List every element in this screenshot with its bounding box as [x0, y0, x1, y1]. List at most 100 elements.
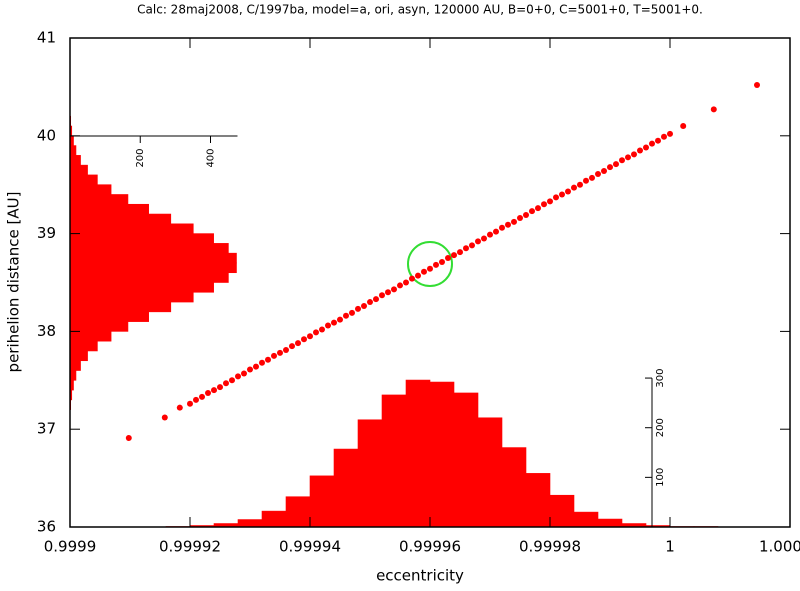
histogram-bar — [574, 512, 598, 527]
scatter-point — [229, 377, 235, 383]
x-axis-label: eccentricity — [376, 567, 464, 585]
scatter-point — [511, 219, 517, 225]
scatter-point — [126, 435, 132, 441]
scatter-point — [577, 182, 583, 188]
y-tick-label: 36 — [37, 518, 56, 536]
histogram-bar — [454, 393, 478, 527]
histogram-bar — [70, 234, 214, 244]
scatter-point — [607, 164, 613, 170]
scatter-point — [427, 266, 433, 272]
scatter-point — [289, 343, 295, 349]
scatter-point — [313, 329, 319, 335]
scatter-point — [541, 201, 547, 207]
scatter-point — [463, 245, 469, 251]
x-tick-label: 1 — [665, 538, 675, 556]
scatter-point — [241, 370, 247, 376]
x-tick-label: 1.00002 — [759, 538, 800, 556]
histogram-bar — [70, 165, 88, 175]
scatter-point — [223, 380, 229, 386]
y-axis-label: perihelion distance [AU] — [5, 192, 23, 373]
scatter-point — [421, 269, 427, 275]
histogram-bar — [70, 263, 236, 273]
histogram-bar — [70, 273, 228, 283]
histogram-bar — [70, 292, 193, 302]
x-tick-label: 0.99994 — [279, 538, 341, 556]
scatter-point — [211, 387, 217, 393]
histogram-bar — [382, 395, 406, 527]
histogram-bar — [334, 449, 358, 527]
scatter-point — [247, 367, 253, 373]
histogram-bar — [70, 361, 81, 371]
histogram-bar — [70, 243, 228, 253]
scatter-point — [754, 82, 760, 88]
y-tick-label: 38 — [37, 322, 56, 340]
scatter-point — [325, 323, 331, 329]
count-tick-label: 400 — [205, 148, 216, 167]
scatter-point — [403, 280, 409, 286]
scatter-point — [385, 289, 391, 295]
scatter-point — [613, 161, 619, 167]
histogram-bar — [70, 351, 88, 361]
scatter-point — [523, 212, 529, 218]
scatter-point — [445, 255, 451, 261]
scatter-point — [277, 350, 283, 356]
scatter-point — [547, 198, 553, 204]
histogram-bar — [310, 476, 334, 527]
y-tick-label: 40 — [37, 126, 56, 144]
scatter-point — [529, 208, 535, 214]
histogram-bar — [70, 204, 149, 214]
scatter-point — [457, 249, 463, 255]
scatter-point — [601, 168, 607, 174]
histogram-bar — [478, 418, 502, 527]
scatter-point — [667, 131, 673, 137]
scatter-point — [177, 405, 183, 411]
scatter-point — [589, 175, 595, 181]
histogram-bar — [550, 495, 574, 527]
histogram-bar — [70, 224, 193, 234]
scatter-point — [619, 157, 625, 163]
histogram-bar — [70, 253, 236, 263]
histogram-bar — [70, 175, 97, 185]
scatter-point — [337, 317, 343, 323]
scatter-point — [493, 229, 499, 235]
histogram-bar — [70, 341, 97, 351]
scatter-point — [649, 141, 655, 147]
scatter-point — [559, 191, 565, 197]
scatter-point — [583, 178, 589, 184]
y-tick-label: 37 — [37, 420, 56, 438]
scatter-point — [217, 384, 223, 390]
scatter-point — [409, 276, 415, 282]
histogram-bar — [70, 371, 76, 381]
scatter-point — [391, 286, 397, 292]
count-tick-label: 300 — [655, 369, 666, 388]
histogram-bar — [70, 302, 171, 312]
histogram-bar — [358, 420, 382, 527]
scatter-point — [343, 313, 349, 319]
histogram-bar — [70, 283, 214, 293]
scatter-point — [433, 262, 439, 268]
histogram-bar — [406, 380, 430, 527]
x-tick-label: 0.99998 — [519, 538, 581, 556]
scatter-point — [187, 401, 193, 407]
scatter-point — [397, 282, 403, 288]
scatter-point — [469, 242, 475, 248]
scatter-point — [637, 147, 643, 153]
scatter-point — [517, 215, 523, 221]
scatter-point — [631, 151, 637, 157]
histogram-bar — [70, 331, 111, 341]
scatter-point — [253, 364, 259, 370]
scatter-point — [162, 414, 168, 420]
scatter-point — [373, 296, 379, 302]
scatter-point — [505, 222, 511, 228]
histogram-bar — [430, 382, 454, 527]
histogram-bar — [70, 146, 76, 156]
scatter-point — [661, 134, 667, 140]
scatter-point — [439, 259, 445, 265]
scatter-point — [643, 145, 649, 151]
scatter-point — [301, 336, 307, 342]
scatter-point — [295, 340, 301, 346]
histogram-bar — [70, 155, 81, 165]
scatter-point — [307, 333, 313, 339]
scatter-point — [235, 373, 241, 379]
scatter-point — [711, 106, 717, 112]
